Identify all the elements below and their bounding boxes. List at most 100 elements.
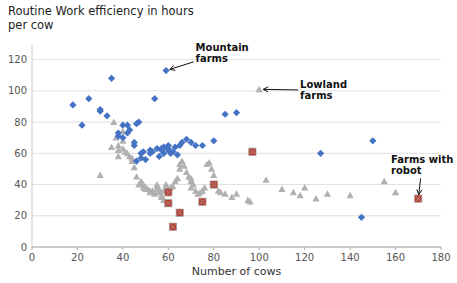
chart: Routine Work efficiency in hoursper cow 0… [0, 0, 457, 283]
title: Routine Work efficiency in hours [8, 4, 194, 18]
y-tick-label: 120 [8, 54, 27, 65]
diamond-point [78, 122, 85, 129]
annotation-line: farms [196, 53, 228, 64]
diamond-point [358, 214, 365, 221]
diamond-point [140, 148, 147, 155]
y-tick-label: 40 [14, 179, 27, 190]
square-body [165, 200, 172, 207]
triangle-point [210, 172, 217, 178]
x-tick-label: 20 [71, 252, 84, 263]
square-point [165, 200, 172, 207]
diamond-point [199, 142, 206, 149]
square-cross [166, 201, 171, 206]
triangle-point [312, 195, 319, 201]
triangle-point [131, 164, 138, 170]
square-point [176, 209, 183, 216]
triangle-point [133, 173, 140, 179]
x-tick-label: 180 [431, 252, 450, 263]
diamond-point [115, 129, 122, 136]
x-tick-label: 140 [341, 252, 360, 263]
triangle-point [206, 159, 213, 165]
triangle-point [297, 192, 304, 198]
y-tick-label: 80 [14, 117, 27, 128]
annotation-line: farms [300, 90, 332, 101]
grid-line [32, 184, 441, 185]
annotation-arrow [170, 62, 194, 69]
diamond-point [222, 111, 229, 118]
square-point [415, 195, 422, 202]
diamond-point [119, 134, 126, 141]
triangle-point [347, 192, 354, 198]
diamond-point [97, 106, 104, 113]
marks [69, 67, 422, 230]
triangle-point [381, 178, 388, 184]
diamond-point [151, 95, 158, 102]
y-tick-label: 0 [21, 242, 27, 253]
x-axis-label: Number of cows [192, 265, 282, 278]
annotation-line: robot [391, 165, 422, 176]
subtitle: per cow [8, 18, 54, 32]
triangle-point [233, 190, 240, 196]
square-cross [200, 199, 205, 204]
triangle-point [301, 184, 308, 190]
y-tick-label: 60 [14, 148, 27, 159]
annotation-arrowhead [170, 65, 176, 70]
square-point [249, 148, 256, 155]
diamond-point [126, 126, 133, 133]
triangle-point [247, 198, 254, 204]
y-tick-label: 100 [8, 85, 27, 96]
diamond-point [174, 151, 181, 158]
background [0, 0, 457, 283]
grid-line [32, 153, 441, 154]
annotation: Farms withrobot [391, 154, 453, 176]
grid-line [32, 59, 441, 60]
diamond-point [192, 142, 199, 149]
diamond-point [69, 101, 76, 108]
diamond-point [162, 67, 169, 74]
triangle-point [110, 118, 117, 124]
grid-line [32, 215, 441, 216]
y-tick-label: 20 [14, 210, 27, 221]
annotation-arrowhead [417, 189, 422, 194]
triangle-point [201, 184, 208, 190]
diamond-point [317, 150, 324, 157]
square-point [165, 189, 172, 196]
triangle-point [262, 176, 269, 182]
annotation: Mountainfarms [196, 42, 249, 64]
diamond-point [108, 75, 115, 82]
square-cross [416, 196, 421, 201]
square-body [199, 198, 206, 205]
square-body [176, 209, 183, 216]
grid-line [32, 122, 441, 123]
x-tick-label: 0 [29, 252, 35, 263]
grid [32, 60, 441, 247]
annotation: Lowlandfarms [300, 79, 347, 101]
square-point [199, 198, 206, 205]
diamond-point [131, 139, 138, 146]
triangle-point [392, 189, 399, 195]
triangle-point [108, 143, 115, 149]
triangle-point [278, 186, 285, 192]
x-axis-line [32, 247, 441, 248]
square-point [210, 181, 217, 188]
grid-line [32, 90, 441, 91]
square-cross [170, 224, 175, 229]
square-cross [166, 190, 171, 195]
square-cross [177, 210, 182, 215]
diamond-point [142, 156, 149, 163]
triangle-point [181, 162, 188, 168]
annotations: MountainfarmsLowlandfarmsFarms withrobot [170, 42, 453, 195]
annotation-arrowhead [263, 87, 268, 92]
annotation-line: Farms with [391, 154, 453, 165]
triangle-point [208, 165, 215, 171]
square-body [415, 195, 422, 202]
annotation-arrow [263, 89, 298, 91]
annotation-line: Mountain [196, 42, 249, 53]
diamond-point [233, 109, 240, 116]
square-body [169, 223, 176, 230]
square-cross [250, 149, 255, 154]
square-body [210, 181, 217, 188]
triangle-point [290, 189, 297, 195]
diamond-point [210, 137, 217, 144]
diamond-point [85, 95, 92, 102]
